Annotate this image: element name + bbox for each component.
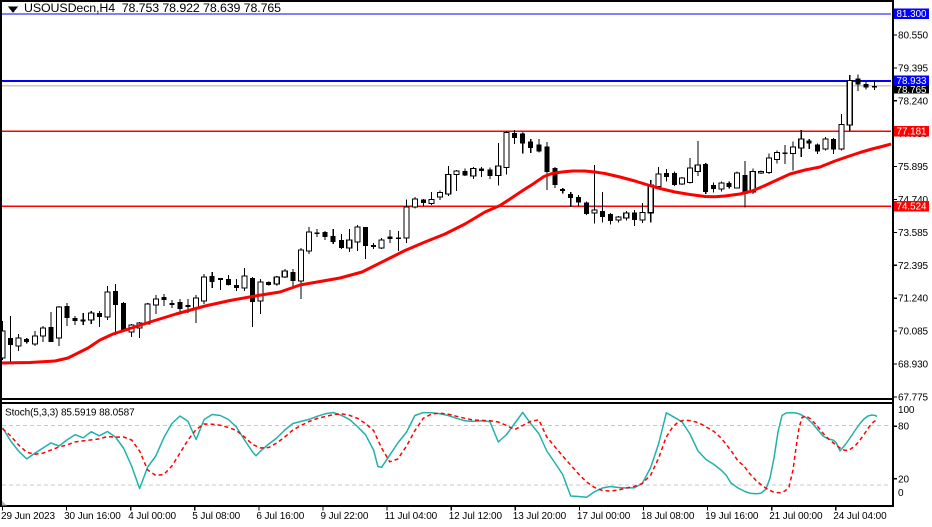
svg-text:68.930: 68.930 bbox=[898, 360, 929, 371]
svg-text:78.765: 78.765 bbox=[897, 85, 928, 96]
svg-text:100: 100 bbox=[898, 405, 915, 416]
svg-text:71.240: 71.240 bbox=[898, 294, 929, 305]
svg-text:70.085: 70.085 bbox=[898, 327, 929, 338]
svg-text:0: 0 bbox=[898, 488, 904, 499]
svg-text:80: 80 bbox=[898, 422, 909, 433]
svg-text:79.395: 79.395 bbox=[898, 63, 929, 74]
svg-text:30 Jun 16:00: 30 Jun 16:00 bbox=[64, 511, 121, 522]
svg-text:18 Jul 08:00: 18 Jul 08:00 bbox=[641, 511, 695, 522]
svg-text:80.550: 80.550 bbox=[898, 31, 929, 42]
svg-text:Stoch(5,3,3) 85.5919 88.0587: Stoch(5,3,3) 85.5919 88.0587 bbox=[5, 408, 135, 419]
svg-text:USOUSDecn,H4 78.753 78.922 78: USOUSDecn,H4 78.753 78.922 78.639 78.765 bbox=[24, 1, 281, 15]
svg-text:11 Jul 04:00: 11 Jul 04:00 bbox=[385, 511, 438, 522]
svg-text:72.395: 72.395 bbox=[898, 261, 929, 272]
svg-text:75.895: 75.895 bbox=[898, 162, 929, 173]
svg-text:19 Jul 16:00: 19 Jul 16:00 bbox=[705, 511, 759, 522]
svg-text:77.181: 77.181 bbox=[897, 127, 927, 138]
svg-text:20: 20 bbox=[898, 474, 909, 485]
svg-text:78.240: 78.240 bbox=[898, 96, 929, 107]
svg-text:78.933: 78.933 bbox=[897, 76, 928, 87]
svg-text:17 Jul 00:00: 17 Jul 00:00 bbox=[577, 511, 631, 522]
svg-text:9 Jul 22:00: 9 Jul 22:00 bbox=[321, 511, 369, 522]
svg-text:29 Jun 2023: 29 Jun 2023 bbox=[1, 511, 55, 522]
svg-text:12 Jul 12:00: 12 Jul 12:00 bbox=[449, 511, 503, 522]
svg-text:4 Jul 00:00: 4 Jul 00:00 bbox=[128, 511, 176, 522]
svg-text:6 Jul 16:00: 6 Jul 16:00 bbox=[256, 511, 304, 522]
svg-text:73.585: 73.585 bbox=[898, 228, 929, 239]
svg-text:21 Jul 00:00: 21 Jul 00:00 bbox=[769, 511, 823, 522]
svg-text:5 Jul 08:00: 5 Jul 08:00 bbox=[192, 511, 240, 522]
svg-text:81.300: 81.300 bbox=[897, 9, 928, 20]
svg-text:74.740: 74.740 bbox=[898, 195, 929, 206]
svg-text:74.524: 74.524 bbox=[897, 202, 928, 213]
svg-text:67.775: 67.775 bbox=[898, 392, 929, 403]
svg-text:13 Jul 20:00: 13 Jul 20:00 bbox=[513, 511, 567, 522]
svg-text:24 Jul 04:00: 24 Jul 04:00 bbox=[833, 511, 887, 522]
